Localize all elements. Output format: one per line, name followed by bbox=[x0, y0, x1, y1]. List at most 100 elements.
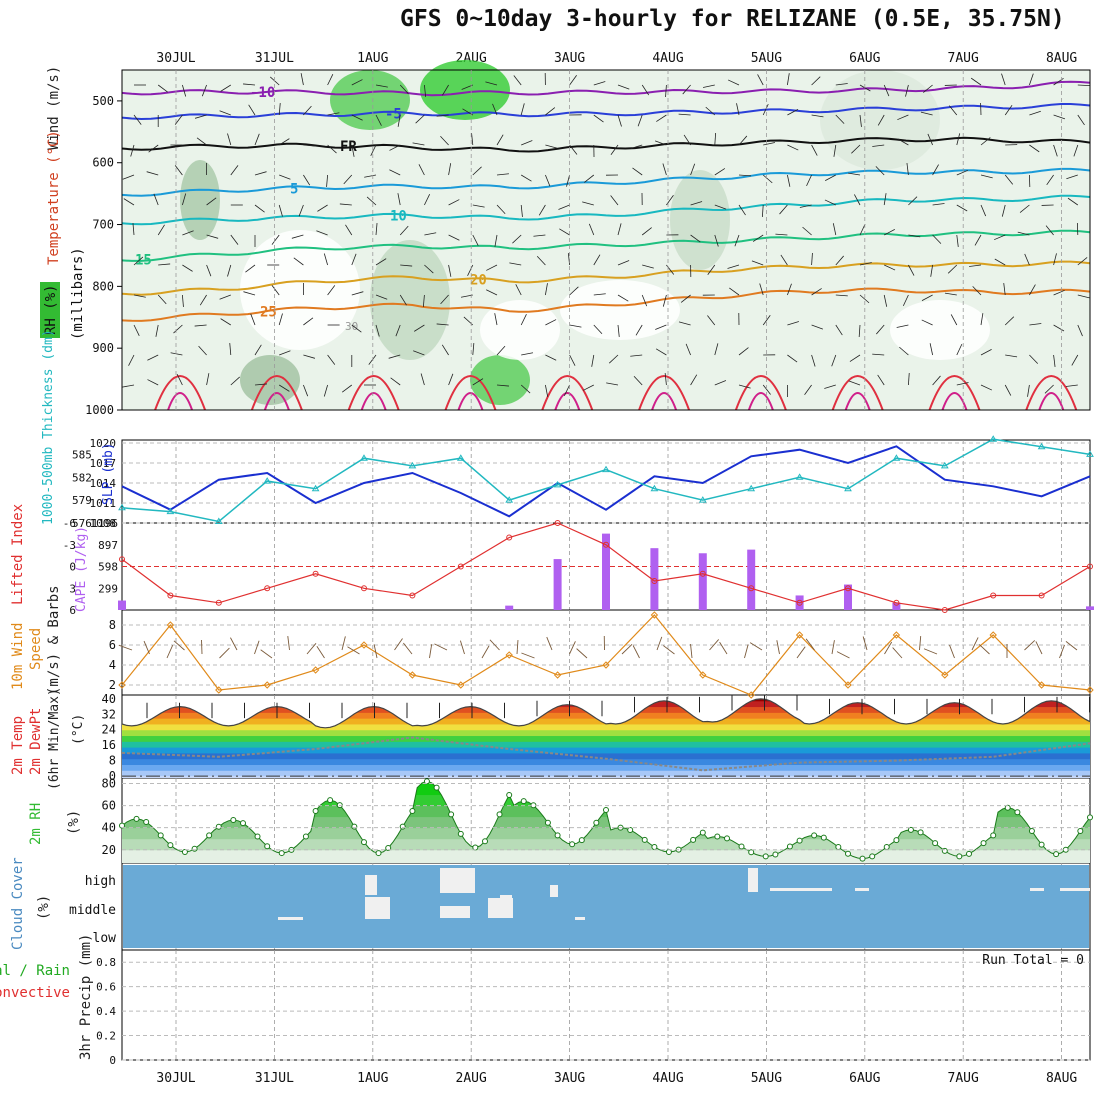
wind-barb bbox=[415, 114, 425, 124]
thickness-marker bbox=[650, 484, 659, 492]
wind-barb bbox=[389, 144, 401, 151]
rh-marker bbox=[917, 829, 924, 836]
wind-barb bbox=[606, 382, 619, 386]
temp-tick-label: 0 bbox=[109, 769, 116, 783]
rh-marker bbox=[907, 826, 914, 833]
wind-barb bbox=[641, 84, 650, 96]
wind-barb bbox=[780, 254, 788, 266]
wind-barb bbox=[538, 204, 546, 216]
wind-barb bbox=[980, 137, 991, 146]
wind-barb bbox=[1027, 384, 1030, 397]
wind-barb bbox=[399, 84, 409, 95]
surface-wind-barb bbox=[836, 651, 850, 659]
wind-barb bbox=[641, 227, 652, 236]
thickness-tick-label: 585 bbox=[72, 448, 92, 461]
wind-barb bbox=[323, 384, 328, 397]
thickness-marker bbox=[166, 507, 175, 515]
cape-bar bbox=[698, 553, 707, 610]
li-marker bbox=[167, 592, 174, 599]
wind-barb bbox=[1065, 384, 1078, 387]
chart-title: GFS 0~10day 3-hourly for RELIZANE (0.5E,… bbox=[400, 6, 1065, 32]
wind-barb bbox=[956, 133, 961, 146]
wind-barb bbox=[690, 201, 703, 206]
wind-barb bbox=[521, 140, 533, 146]
wind-barb bbox=[632, 167, 643, 176]
date-label-top: 5AUG bbox=[751, 51, 782, 66]
wind-barb bbox=[825, 174, 836, 181]
surface-wind-barb bbox=[690, 644, 693, 659]
wind-barb bbox=[494, 313, 498, 326]
rh-band bbox=[122, 827, 1090, 840]
wind-barb bbox=[707, 264, 716, 275]
wind-barb bbox=[122, 384, 135, 388]
cape-tick-label: 299 bbox=[98, 582, 118, 595]
li-marker bbox=[554, 520, 561, 526]
temp-band bbox=[122, 706, 1090, 713]
date-label-top: 6AUG bbox=[849, 51, 880, 66]
wind-marker bbox=[553, 671, 562, 679]
slp-tick-label: 1008 bbox=[90, 517, 117, 530]
isotherm-30-loop bbox=[1025, 375, 1078, 411]
cloud-block bbox=[855, 888, 869, 891]
wind-barb bbox=[1029, 110, 1041, 116]
thickness-marker bbox=[456, 454, 465, 461]
wind-barb bbox=[176, 374, 183, 386]
dry-region bbox=[560, 280, 680, 340]
isotherm-FR bbox=[121, 136, 1091, 153]
wind-barb bbox=[1019, 204, 1030, 213]
thickness-marker bbox=[553, 480, 562, 488]
wind-barb bbox=[593, 293, 606, 296]
wind-barb bbox=[414, 324, 425, 332]
surface-wind-barb bbox=[576, 648, 588, 659]
wind-barb bbox=[441, 344, 449, 356]
isotherm-label: 25 bbox=[260, 305, 277, 321]
isotherm-35-loop bbox=[263, 392, 290, 411]
wind-marker bbox=[457, 681, 465, 689]
surface-wind-barb bbox=[862, 636, 868, 651]
wind-barb bbox=[593, 81, 606, 86]
wind-barb bbox=[956, 169, 969, 176]
rh-marker bbox=[748, 849, 755, 856]
li-marker bbox=[1038, 592, 1045, 599]
isotherm-25 bbox=[121, 287, 1091, 322]
wind-barb bbox=[1004, 316, 1015, 326]
thickness-marker bbox=[892, 454, 901, 461]
wind-barb bbox=[859, 294, 870, 304]
wind-barb bbox=[835, 294, 848, 297]
precip-panel-frame bbox=[121, 949, 1091, 1061]
isotherm-20 bbox=[121, 260, 1091, 296]
wind-barb bbox=[424, 264, 434, 274]
wind-barb bbox=[787, 321, 799, 326]
isotherm-30-loop bbox=[734, 375, 787, 411]
wind-barb bbox=[1053, 324, 1065, 332]
wind-barb bbox=[424, 194, 431, 206]
wind-barb bbox=[520, 103, 525, 116]
thickness-marker bbox=[263, 477, 272, 484]
wind-barb bbox=[654, 140, 667, 146]
wind-barb bbox=[908, 373, 910, 386]
wind-barb bbox=[569, 75, 577, 86]
wind-barb bbox=[230, 165, 239, 176]
wind-barb bbox=[399, 294, 407, 306]
isotherm-35-loop bbox=[844, 392, 871, 411]
wind-barb bbox=[569, 324, 582, 328]
cloud-block bbox=[365, 897, 390, 919]
rh-marker bbox=[1077, 827, 1084, 834]
wind-barb bbox=[980, 349, 992, 356]
surface-wind-barb bbox=[971, 637, 979, 651]
thickness-marker bbox=[795, 473, 804, 480]
wind-barb bbox=[896, 324, 909, 328]
slp-tick-label: 1020 bbox=[90, 437, 117, 450]
wind-barb bbox=[714, 343, 719, 356]
wind-barb bbox=[927, 133, 933, 146]
wind-marker bbox=[166, 621, 175, 629]
wind-barb bbox=[133, 324, 140, 336]
wind-barb bbox=[248, 104, 256, 116]
wind-barb bbox=[278, 313, 283, 326]
legend-total-rain: Total / Rain bbox=[0, 963, 70, 979]
rh-marker bbox=[714, 833, 721, 840]
thickness-marker bbox=[360, 454, 368, 461]
surface-wind-barb bbox=[516, 640, 519, 655]
thickness-marker bbox=[844, 484, 852, 492]
wind-barb bbox=[147, 354, 159, 361]
